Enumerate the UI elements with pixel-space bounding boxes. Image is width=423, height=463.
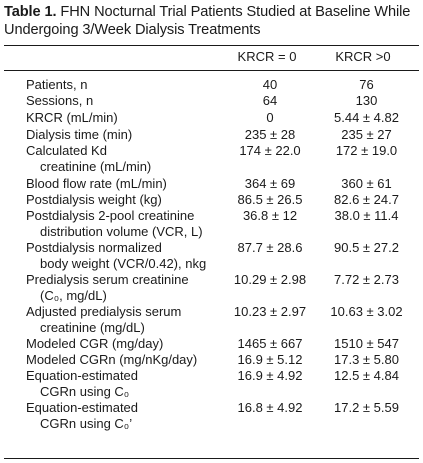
value-krcr-zero: 364 ± 69: [244, 176, 296, 191]
table-row: Equation-estimated CGRn using C₀’ 16.8 ± 4…: [4, 400, 419, 432]
data-table-body: Patients, n 40 76 Sessions, n 64 130 KRCR (mL/…: [4, 77, 419, 432]
column-header-krcr-positive: KRCR >0: [335, 49, 391, 64]
value-krcr-zero: 86.5 ± 26.5: [237, 192, 303, 207]
row-label: Postdialysis weight (kg): [4, 192, 226, 208]
table-caption: FHN Nocturnal Trial Patients Studied at …: [4, 4, 411, 38]
value-krcr-positive: 360 ± 61: [341, 176, 392, 191]
value-krcr-positive: 130: [355, 93, 378, 108]
value-krcr-positive: 5.44 ± 4.82: [334, 110, 399, 125]
value-krcr-zero: 16.8 ± 4.92: [237, 400, 303, 415]
row-label-line2: (C₀, mg/dL): [40, 288, 107, 303]
row-label: Adjusted predialysis serum creatinine (mg…: [4, 304, 226, 336]
top-rule: [4, 45, 419, 46]
table-row: Modeled CGR (mg/day) 1465 ± 667 1510 ± 547: [4, 336, 419, 352]
column-header-krcr-zero: KRCR = 0: [237, 49, 297, 64]
table-title: Table 1. FHN Nocturnal Trial Patients St…: [4, 3, 419, 39]
value-krcr-zero: 87.7 ± 28.6: [237, 240, 303, 255]
value-krcr-positive: 10.63 ± 3.02: [330, 304, 403, 319]
row-label-line1: Equation-estimated: [26, 400, 139, 415]
row-label: Sessions, n: [4, 93, 226, 109]
table-row: Modeled CGRn (mg/nKg/day) 16.9 ± 5.12 17.3…: [4, 352, 419, 368]
row-label-line2: CGRn using C₀’: [40, 416, 133, 431]
value-krcr-zero: 10.29 ± 2.98: [233, 272, 307, 287]
row-label-line1: Postdialysis weight (kg): [26, 192, 162, 207]
value-krcr-zero: 16.9 ± 5.12: [237, 352, 303, 367]
header-rule: [4, 70, 419, 71]
row-label-line1: Patients, n: [26, 77, 88, 92]
value-krcr-positive: 76: [359, 77, 374, 92]
row-label-line2: creatinine (mg/dL): [40, 320, 145, 335]
value-krcr-positive: 82.6 ± 24.7: [334, 192, 399, 207]
row-label-line1: Sessions, n: [26, 93, 94, 108]
value-krcr-positive: 90.5 ± 27.2: [334, 240, 399, 255]
table-row: Sessions, n 64 130: [4, 93, 419, 109]
table-row: KRCR (mL/min) 0 5.44 ± 4.82: [4, 109, 419, 126]
row-label: Dialysis time (min): [4, 126, 226, 143]
value-krcr-zero: 235 ± 28: [244, 127, 296, 142]
value-krcr-zero: 16.9 ± 4.92: [237, 368, 303, 383]
data-table: Patients, n 40 76 Sessions, n 64 130 KRCR (mL/…: [4, 77, 419, 432]
value-krcr-zero: 36.8 ± 12: [242, 208, 298, 223]
value-krcr-zero: 64: [262, 93, 278, 108]
value-krcr-zero: 40: [262, 77, 278, 92]
value-krcr-positive: 17.3 ± 5.80: [334, 352, 399, 367]
row-label-line1: Modeled CGR (mg/day): [26, 336, 164, 351]
table-row: Predialysis serum creatinine (C₀, mg/dL) 1…: [4, 272, 419, 304]
row-label-line1: KRCR (mL/min): [26, 110, 118, 125]
value-krcr-positive: 7.72 ± 2.73: [334, 272, 399, 287]
table-row: Dialysis time (min) 235 ± 28 235 ± 27: [4, 126, 419, 143]
row-label: Modeled CGRn (mg/nKg/day): [4, 352, 226, 368]
table-row: Patients, n 40 76: [4, 77, 419, 93]
table-row: Postdialysis normalized body weight (VCR/…: [4, 240, 419, 272]
row-label: Calculated Kd creatinine (mL/min): [4, 143, 226, 175]
row-label-line2: distribution volume (VCR, L): [40, 224, 203, 239]
row-label-line1: Postdialysis normalized: [26, 240, 162, 255]
row-label-line1: Calculated Kd: [26, 143, 107, 158]
row-label: Predialysis serum creatinine (C₀, mg/dL): [4, 272, 226, 304]
value-krcr-positive: 235 ± 27: [341, 127, 392, 142]
row-label: Modeled CGR (mg/day): [4, 336, 226, 352]
row-label: Postdialysis normalized body weight (VCR/…: [4, 240, 226, 272]
row-label: Equation-estimated CGRn using C₀: [4, 368, 226, 400]
table-row: Postdialysis 2-pool creatinine distributi…: [4, 208, 419, 240]
row-label: Equation-estimated CGRn using C₀’: [4, 400, 226, 432]
row-label-line2: body weight (VCR/0.42), nkg: [40, 256, 207, 271]
value-krcr-positive: 1510 ± 547: [334, 336, 399, 351]
value-krcr-positive: 172 ± 19.0: [335, 143, 398, 158]
value-krcr-positive: 38.0 ± 11.4: [334, 208, 399, 223]
row-label-line2: CGRn using C₀: [40, 384, 130, 399]
row-label: Blood flow rate (mL/min): [4, 175, 226, 192]
value-krcr-positive: 17.2 ± 5.59: [334, 400, 399, 415]
value-krcr-zero: 1465 ± 667: [237, 336, 303, 351]
row-label-line1: Blood flow rate (mL/min): [26, 176, 167, 191]
row-label-line1: Adjusted predialysis serum: [26, 304, 182, 319]
row-label-line1: Predialysis serum creatinine: [26, 272, 189, 287]
bottom-rule: [4, 458, 419, 459]
table-row: Postdialysis weight (kg) 86.5 ± 26.5 82.6 …: [4, 192, 419, 208]
table-row: Adjusted predialysis serum creatinine (mg…: [4, 304, 419, 336]
row-label-line1: Dialysis time (min): [26, 127, 133, 142]
table-row: Blood flow rate (mL/min) 364 ± 69 360 ± 61: [4, 175, 419, 192]
table-row: Equation-estimated CGRn using C₀ 16.9 ± 4.…: [4, 368, 419, 400]
row-label-line1: Postdialysis 2-pool creatinine: [26, 208, 195, 223]
table-row: Calculated Kd creatinine (mL/min) 174 ± 22…: [4, 143, 419, 175]
row-label-line1: Modeled CGRn (mg/nKg/day): [26, 352, 198, 367]
row-label: KRCR (mL/min): [4, 109, 226, 126]
value-krcr-positive: 12.5 ± 4.84: [334, 368, 399, 383]
table-number: Table 1.: [4, 4, 57, 20]
value-krcr-zero: 0: [266, 110, 274, 125]
row-label-line1: Equation-estimated: [26, 368, 139, 383]
row-label: Postdialysis 2-pool creatinine distributi…: [4, 208, 226, 240]
row-label: Patients, n: [4, 77, 226, 93]
value-krcr-zero: 10.23 ± 2.97: [233, 304, 307, 319]
row-label-line2: creatinine (mL/min): [40, 159, 152, 174]
value-krcr-zero: 174 ± 22.0: [239, 143, 301, 158]
